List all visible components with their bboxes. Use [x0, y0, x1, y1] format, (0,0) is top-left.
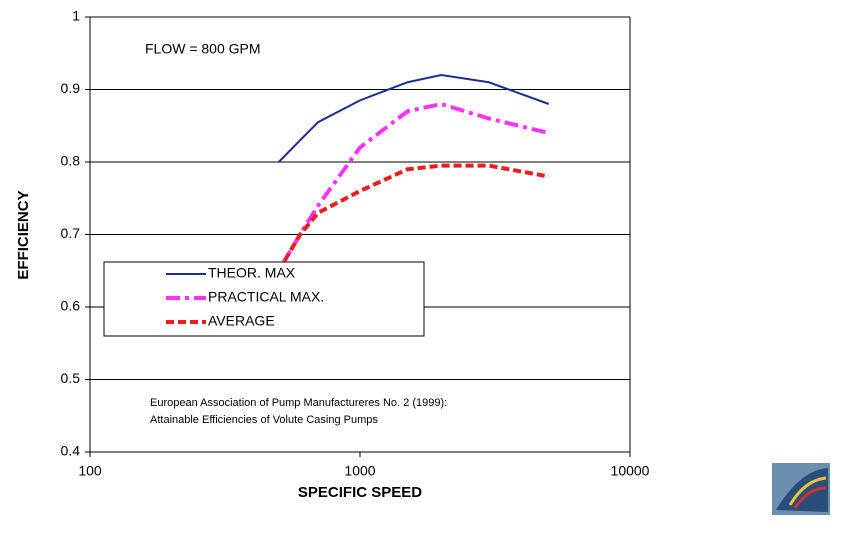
y-tick-label: 0.7	[61, 225, 81, 241]
y-tick-label: 0.5	[61, 370, 81, 386]
x-tick-label: 10000	[611, 463, 650, 479]
legend-label: THEOR. MAX	[208, 265, 296, 281]
logo	[772, 463, 830, 515]
source-note: Attainable Efficiencies of Volute Casing…	[150, 414, 378, 426]
legend-label: AVERAGE	[208, 313, 275, 329]
y-tick-label: 0.8	[61, 153, 81, 169]
y-tick-label: 0.4	[61, 443, 81, 459]
series-line	[278, 73, 550, 163]
y-tick-label: 0.6	[61, 298, 81, 314]
annotation: FLOW = 800 GPM	[145, 41, 261, 57]
x-axis-title: SPECIFIC SPEED	[298, 484, 422, 501]
y-tick-label: 1	[72, 8, 80, 24]
legend-label: PRACTICAL MAX.	[208, 289, 324, 305]
y-axis-title: EFFICIENCY	[15, 190, 32, 279]
x-tick-label: 100	[78, 463, 102, 479]
series-line	[276, 163, 550, 272]
legend-box	[103, 261, 425, 337]
x-tick-label: 1000	[344, 463, 375, 479]
y-tick-label: 0.9	[61, 80, 81, 96]
source-note: European Association of Pump Manufacture…	[150, 397, 447, 409]
series-line	[276, 101, 550, 272]
